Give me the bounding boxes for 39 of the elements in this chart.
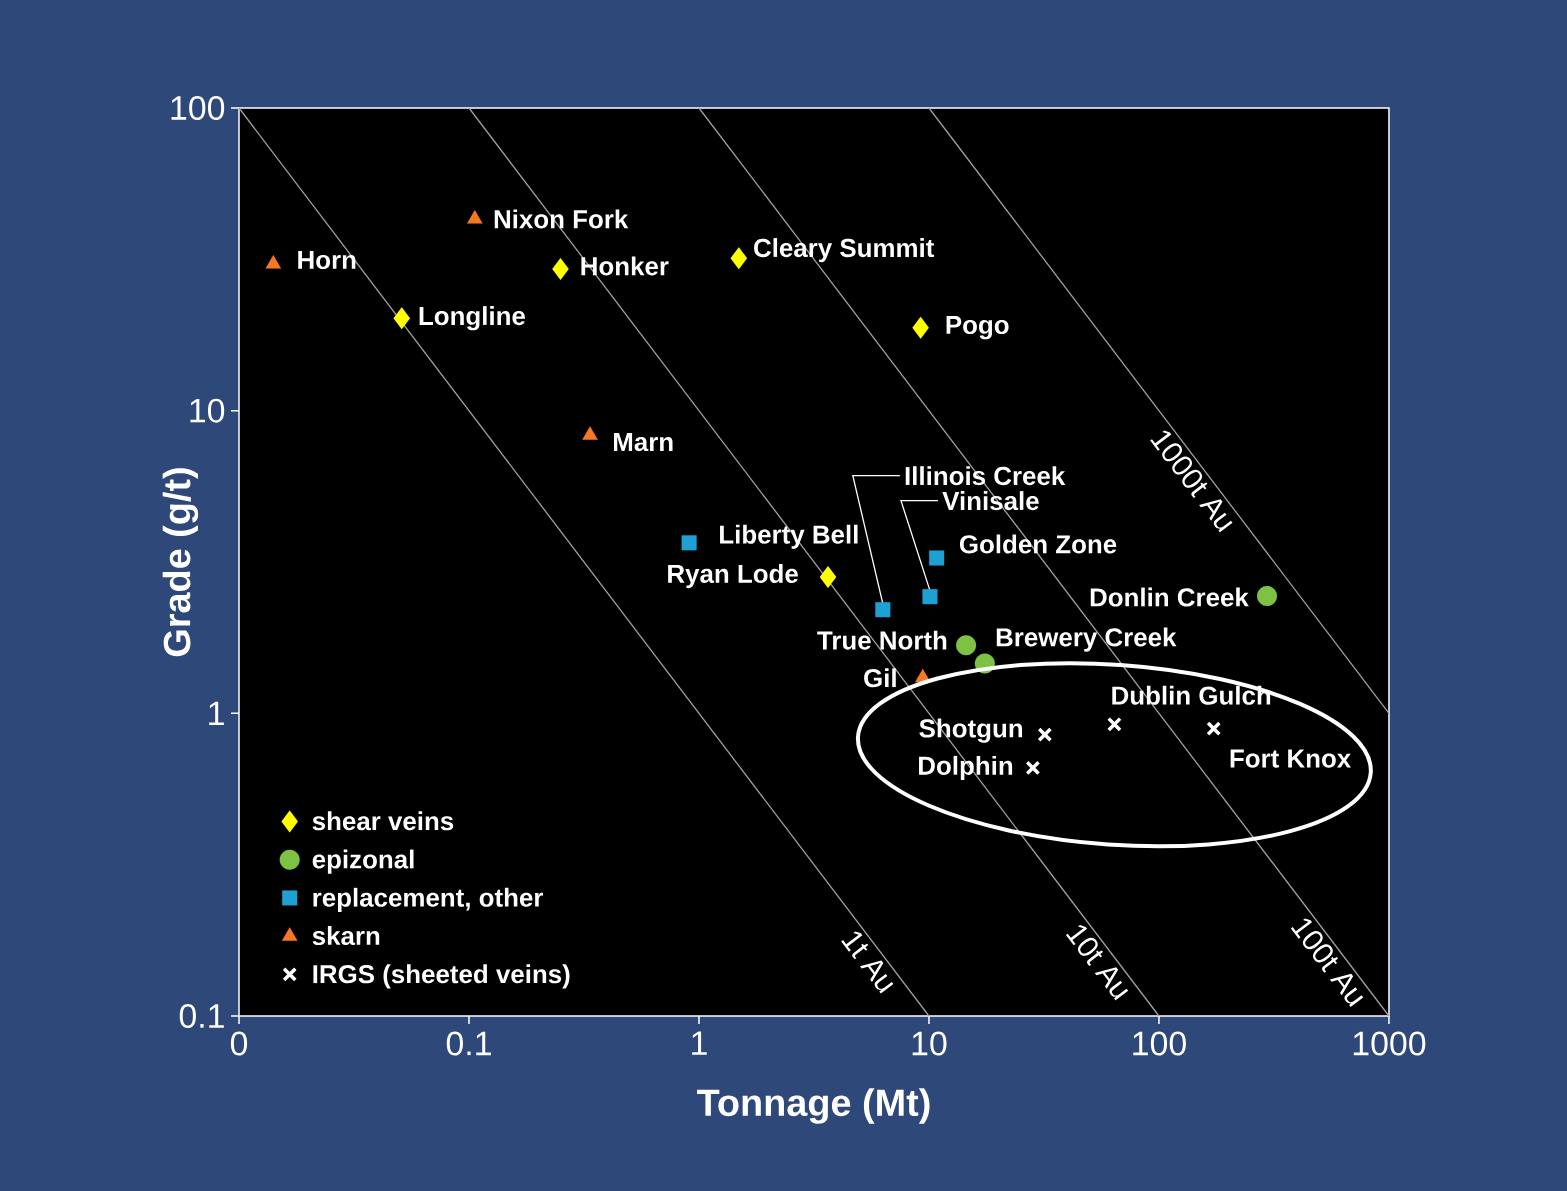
x-tick-label: 1000	[1353, 1031, 1426, 1056]
y-tick-label: 100	[171, 95, 225, 120]
x-tick-label: 10	[912, 1031, 947, 1056]
x-tick-label: 0	[230, 1031, 248, 1056]
annotation: Marn	[613, 433, 673, 452]
y-axis-title: Grade (g/t)	[162, 468, 199, 657]
annotation: Pogo	[946, 316, 1009, 340]
x-tick-label: 100	[1133, 1031, 1186, 1056]
legend-label: skarn	[312, 926, 380, 946]
y-tick-label: 1	[209, 701, 224, 725]
x-tick-label: 0.1	[446, 1031, 491, 1056]
legend-label: epizonal	[312, 849, 414, 874]
annotation: Illinois Creek	[905, 466, 1066, 486]
annotation: Honker	[581, 256, 669, 276]
y-tick-label: 0.1	[179, 1004, 224, 1028]
annotation: Dublin Gulch	[1112, 685, 1271, 705]
annotation: Nixon Fork	[494, 209, 629, 229]
annotation: Ryan Lode	[668, 563, 798, 589]
annotation: Fort Knox	[1230, 749, 1352, 768]
legend-label: shear veins	[312, 811, 454, 831]
annotation: Dolphin	[919, 755, 1013, 781]
annotation: True North	[817, 630, 947, 650]
annotation: Vinisale	[942, 491, 1039, 511]
text: 1t Au	[841, 931, 894, 994]
annotation: Shotgun	[919, 718, 1023, 743]
annotation: Brewery Creek	[996, 627, 1177, 652]
annotation: Cleary Summit	[754, 238, 935, 263]
annotation: Horn	[298, 251, 356, 270]
y-tick-label: 10	[190, 398, 225, 423]
x-tick-label: 1	[692, 1031, 707, 1055]
legend-label: IRGS (sheeted veins)	[313, 964, 570, 989]
text: 10t Au	[1065, 925, 1129, 1001]
annotation: Longline	[419, 306, 525, 331]
legend-label: replacement, other	[313, 887, 544, 912]
annotation: Golden Zone	[959, 534, 1117, 554]
annotation: Gil	[864, 668, 896, 688]
x-axis-title: Tonnage (Mt)	[697, 1088, 930, 1124]
annotation: Liberty Bell	[720, 524, 858, 549]
annotation: Donlin Creek	[1090, 587, 1249, 607]
